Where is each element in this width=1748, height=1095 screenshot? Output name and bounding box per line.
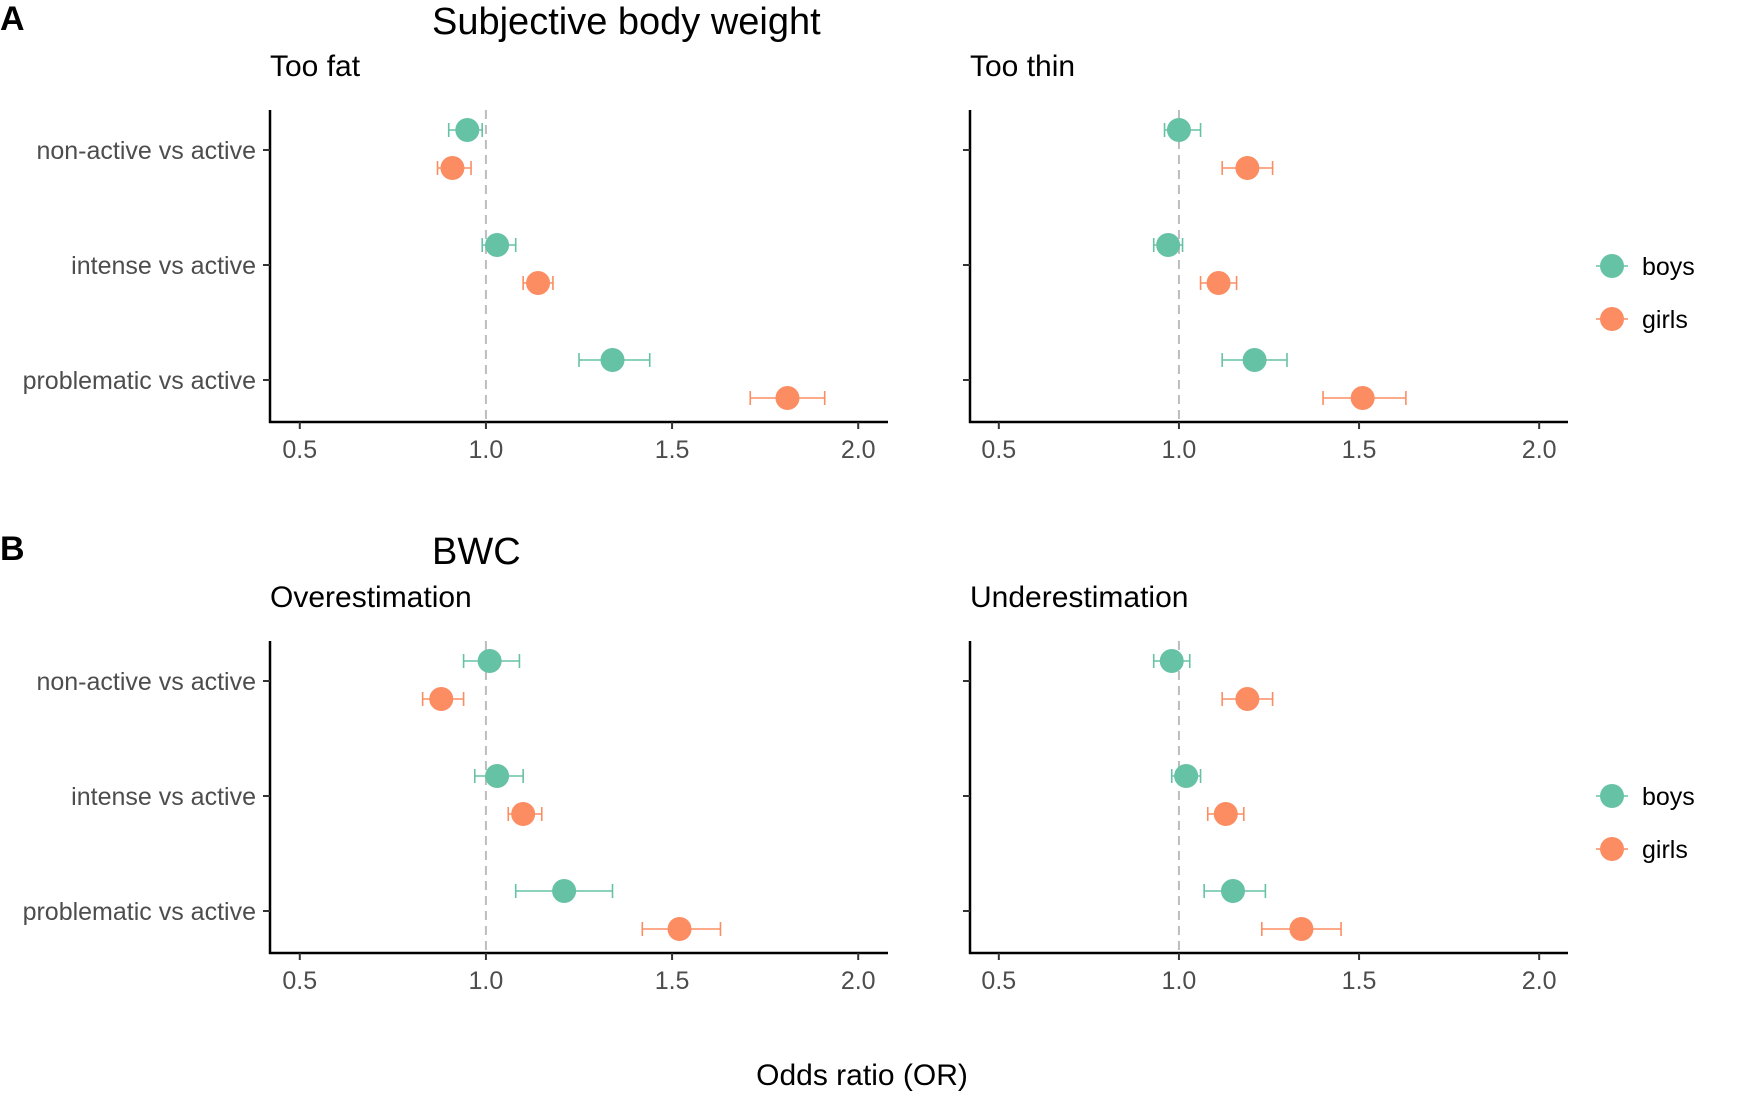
point-girls-1 [1235,156,1260,180]
y-tick-label: problematic vs active [23,367,256,395]
point-boys-2 [485,233,510,257]
point-boys-1 [1159,649,1184,673]
legend-key-boys [1600,254,1624,278]
y-tick-label: intense vs active [71,783,256,811]
point-girls-2 [511,802,536,826]
panel-too-fat: Too fat non-active vs active intense vs ac… [23,50,888,464]
legend-label-girls: girls [1642,306,1688,334]
panel-too-thin: Too thin 0.5 1.0 1.5 2.0 [963,50,1568,464]
section-title-bwc: BWC [432,531,521,573]
point-boys-2 [1174,764,1199,788]
x-axis-label: Odds ratio (OR) [756,1059,968,1092]
x-tick-label: 0.5 [981,967,1016,995]
point-boys-1 [1166,118,1191,142]
point-boys-1 [455,118,480,142]
panel-subtitle: Underestimation [970,581,1188,614]
legend-key-girls [1600,837,1624,861]
x-tick-label: 1.5 [655,436,690,464]
point-boys-2 [485,764,510,788]
panel-underestimation: Underestimation 0.5 1.0 1.5 2.0 [963,581,1568,995]
x-tick-label: 1.5 [1342,967,1377,995]
panel-letter-a: A [0,0,25,38]
panels-group: Too fat non-active vs active intense vs ac… [23,50,1568,995]
section-title-subjective-body-weight: Subjective body weight [432,1,821,43]
y-tick-label: non-active vs active [36,137,256,165]
x-tick-label: 1.0 [469,436,504,464]
point-boys-1 [477,649,502,673]
x-tick-label: 2.0 [1522,967,1557,995]
point-boys-3 [1242,348,1267,372]
x-tick-label: 0.5 [282,436,317,464]
point-girls-1 [429,687,454,711]
point-girls-3 [775,386,800,410]
x-tick-label: 1.0 [1162,967,1197,995]
legend-b: boys girls [1596,783,1695,864]
point-boys-2 [1156,233,1181,257]
x-tick-label: 0.5 [981,436,1016,464]
point-girls-3 [1289,917,1314,941]
point-girls-3 [1350,386,1375,410]
point-girls-1 [440,156,465,180]
point-girls-2 [1213,802,1238,826]
legend-label-boys: boys [1642,783,1695,811]
y-tick-label: non-active vs active [36,668,256,696]
x-tick-label: 1.0 [469,967,504,995]
panel-subtitle: Overestimation [270,581,472,614]
y-tick-label: intense vs active [71,252,256,280]
x-tick-label: 1.5 [655,967,690,995]
point-boys-3 [600,348,625,372]
panel-overestimation: Overestimation non-active vs active intens… [23,581,888,995]
point-girls-3 [667,917,692,941]
legend-key-boys [1600,784,1624,808]
x-tick-label: 2.0 [841,436,876,464]
legend-label-boys: boys [1642,253,1695,281]
point-girls-1 [1235,687,1260,711]
legend-a: boys girls [1596,253,1695,334]
x-tick-label: 1.5 [1342,436,1377,464]
x-tick-label: 2.0 [841,967,876,995]
x-tick-label: 0.5 [282,967,317,995]
panel-letter-b: B [0,530,25,568]
x-tick-label: 2.0 [1522,436,1557,464]
x-tick-label: 1.0 [1162,436,1197,464]
legend-label-girls: girls [1642,836,1688,864]
legend-key-girls [1600,307,1624,331]
point-boys-3 [1220,879,1245,903]
panel-subtitle: Too fat [270,50,361,83]
y-tick-label: problematic vs active [23,898,256,926]
point-boys-3 [552,879,577,903]
point-girls-2 [1206,271,1231,295]
legends-group: boys girls boys girls [1596,253,1695,864]
point-girls-2 [526,271,551,295]
panel-subtitle: Too thin [970,50,1075,83]
